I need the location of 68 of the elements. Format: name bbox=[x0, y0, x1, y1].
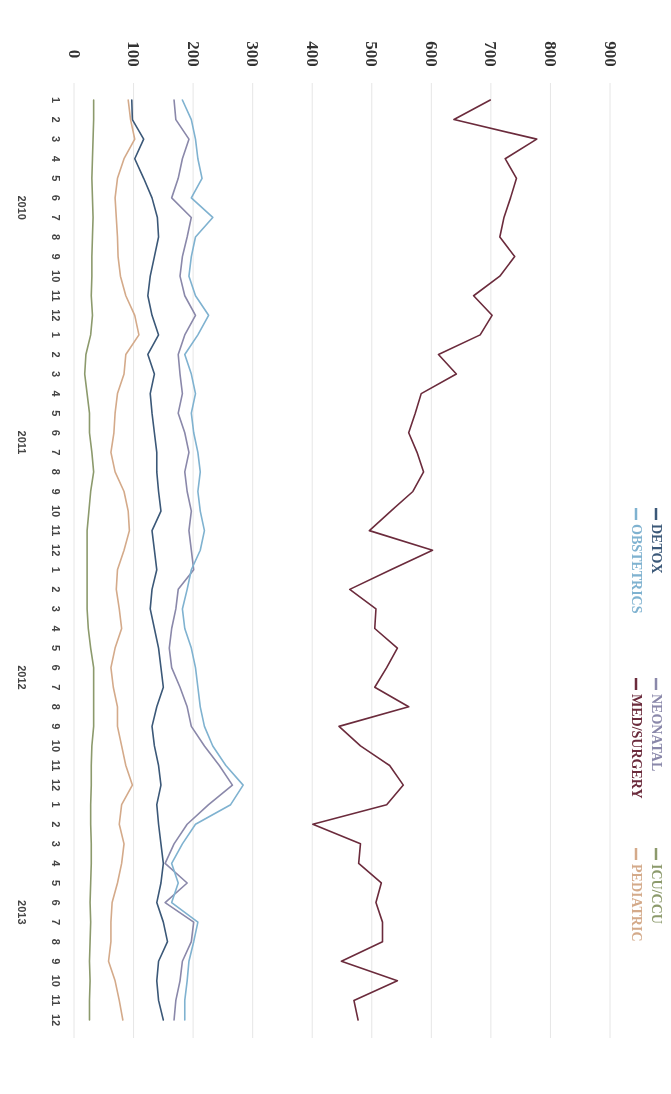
text: 2013 bbox=[16, 900, 28, 925]
y-tick-label: 11 bbox=[50, 759, 62, 772]
y-tick-label: 5 bbox=[50, 410, 62, 417]
x-tick-label: 500 bbox=[362, 41, 382, 67]
y-tick-label: 7 bbox=[50, 684, 62, 691]
y-tick-label: 1 bbox=[50, 96, 62, 104]
y-tick-label: 5 bbox=[50, 879, 62, 887]
x-tick-label: 300 bbox=[243, 41, 263, 67]
y-tick-label: 11 bbox=[50, 289, 62, 302]
legend-label: MED/SURGERY bbox=[628, 694, 644, 799]
y-tick-label: 8 bbox=[50, 468, 62, 475]
y-tick-label: 9 bbox=[50, 253, 62, 260]
y-tick-label: 8 bbox=[50, 233, 62, 241]
x-tick-label: 200 bbox=[183, 41, 203, 67]
y-tick-label: 4 bbox=[50, 390, 62, 398]
y-tick-label: 12 bbox=[50, 778, 62, 792]
y-tick-label: 12 bbox=[50, 1013, 62, 1027]
y-tick-label: 8 bbox=[50, 703, 62, 710]
y-tick-label: 4 bbox=[50, 625, 62, 633]
x-tick-label: 800 bbox=[540, 41, 560, 67]
y-tick-label: 12 bbox=[50, 309, 62, 322]
y-tick-label: 6 bbox=[50, 194, 62, 201]
y-tick-label: 4 bbox=[50, 860, 62, 868]
y-tick-label: 3 bbox=[50, 840, 62, 847]
y-tick-label: 6 bbox=[50, 429, 62, 436]
y-tick-label: 10 bbox=[50, 739, 62, 753]
y-tick-label: 7 bbox=[50, 449, 62, 456]
y-tick-label: 9 bbox=[50, 723, 62, 730]
y-tick-label: 12 bbox=[50, 544, 62, 557]
x-tick-label: 400 bbox=[302, 41, 322, 67]
y-tick-label: 11 bbox=[50, 524, 62, 537]
y-tick-label: 8 bbox=[50, 938, 62, 945]
y-tick-label: 10 bbox=[50, 270, 62, 283]
x-tick-label: 100 bbox=[124, 41, 144, 67]
y-tick-label: 9 bbox=[50, 958, 62, 965]
legend-label: PEDIATRIC bbox=[628, 864, 644, 942]
x-tick-label: 700 bbox=[481, 41, 501, 67]
y-tick-label: 10 bbox=[50, 504, 62, 518]
legend-label: OBSTETRICS bbox=[628, 524, 644, 614]
y-tick-label: 7 bbox=[50, 214, 62, 221]
y-tick-label: 5 bbox=[50, 175, 62, 182]
y-tick-label: 2 bbox=[50, 351, 62, 358]
legend-label: ICU/CCU bbox=[648, 864, 664, 924]
text: 2010 bbox=[16, 195, 28, 220]
y-tick-label: 3 bbox=[50, 370, 62, 378]
y-tick-label: 1 bbox=[50, 331, 62, 338]
x-tick-label: 900 bbox=[600, 41, 620, 67]
y-tick-label: 4 bbox=[50, 155, 62, 163]
y-tick-label: 2 bbox=[50, 821, 62, 828]
y-tick-label: 9 bbox=[50, 488, 62, 495]
text: 2011 bbox=[16, 430, 28, 455]
y-tick-label: 1 bbox=[50, 566, 62, 573]
y-tick-label: 1 bbox=[50, 801, 62, 808]
text: 2012 bbox=[16, 665, 28, 690]
y-tick-label: 10 bbox=[50, 974, 62, 987]
legend-label: NEONATAL bbox=[648, 694, 664, 772]
y-tick-label: 3 bbox=[50, 605, 62, 612]
legend-label: DETOX bbox=[648, 524, 664, 574]
y-tick-label: 7 bbox=[50, 919, 62, 926]
x-tick-label: 600 bbox=[421, 41, 441, 67]
y-tick-label: 2 bbox=[50, 116, 62, 123]
y-tick-label: 6 bbox=[50, 664, 62, 671]
y-tick-label: 6 bbox=[50, 899, 62, 906]
y-tick-label: 2 bbox=[50, 586, 62, 593]
y-tick-label: 11 bbox=[50, 994, 62, 1007]
y-tick-label: 5 bbox=[50, 645, 62, 652]
y-tick-label: 3 bbox=[50, 136, 62, 143]
x-tick-label: 0 bbox=[64, 49, 84, 59]
